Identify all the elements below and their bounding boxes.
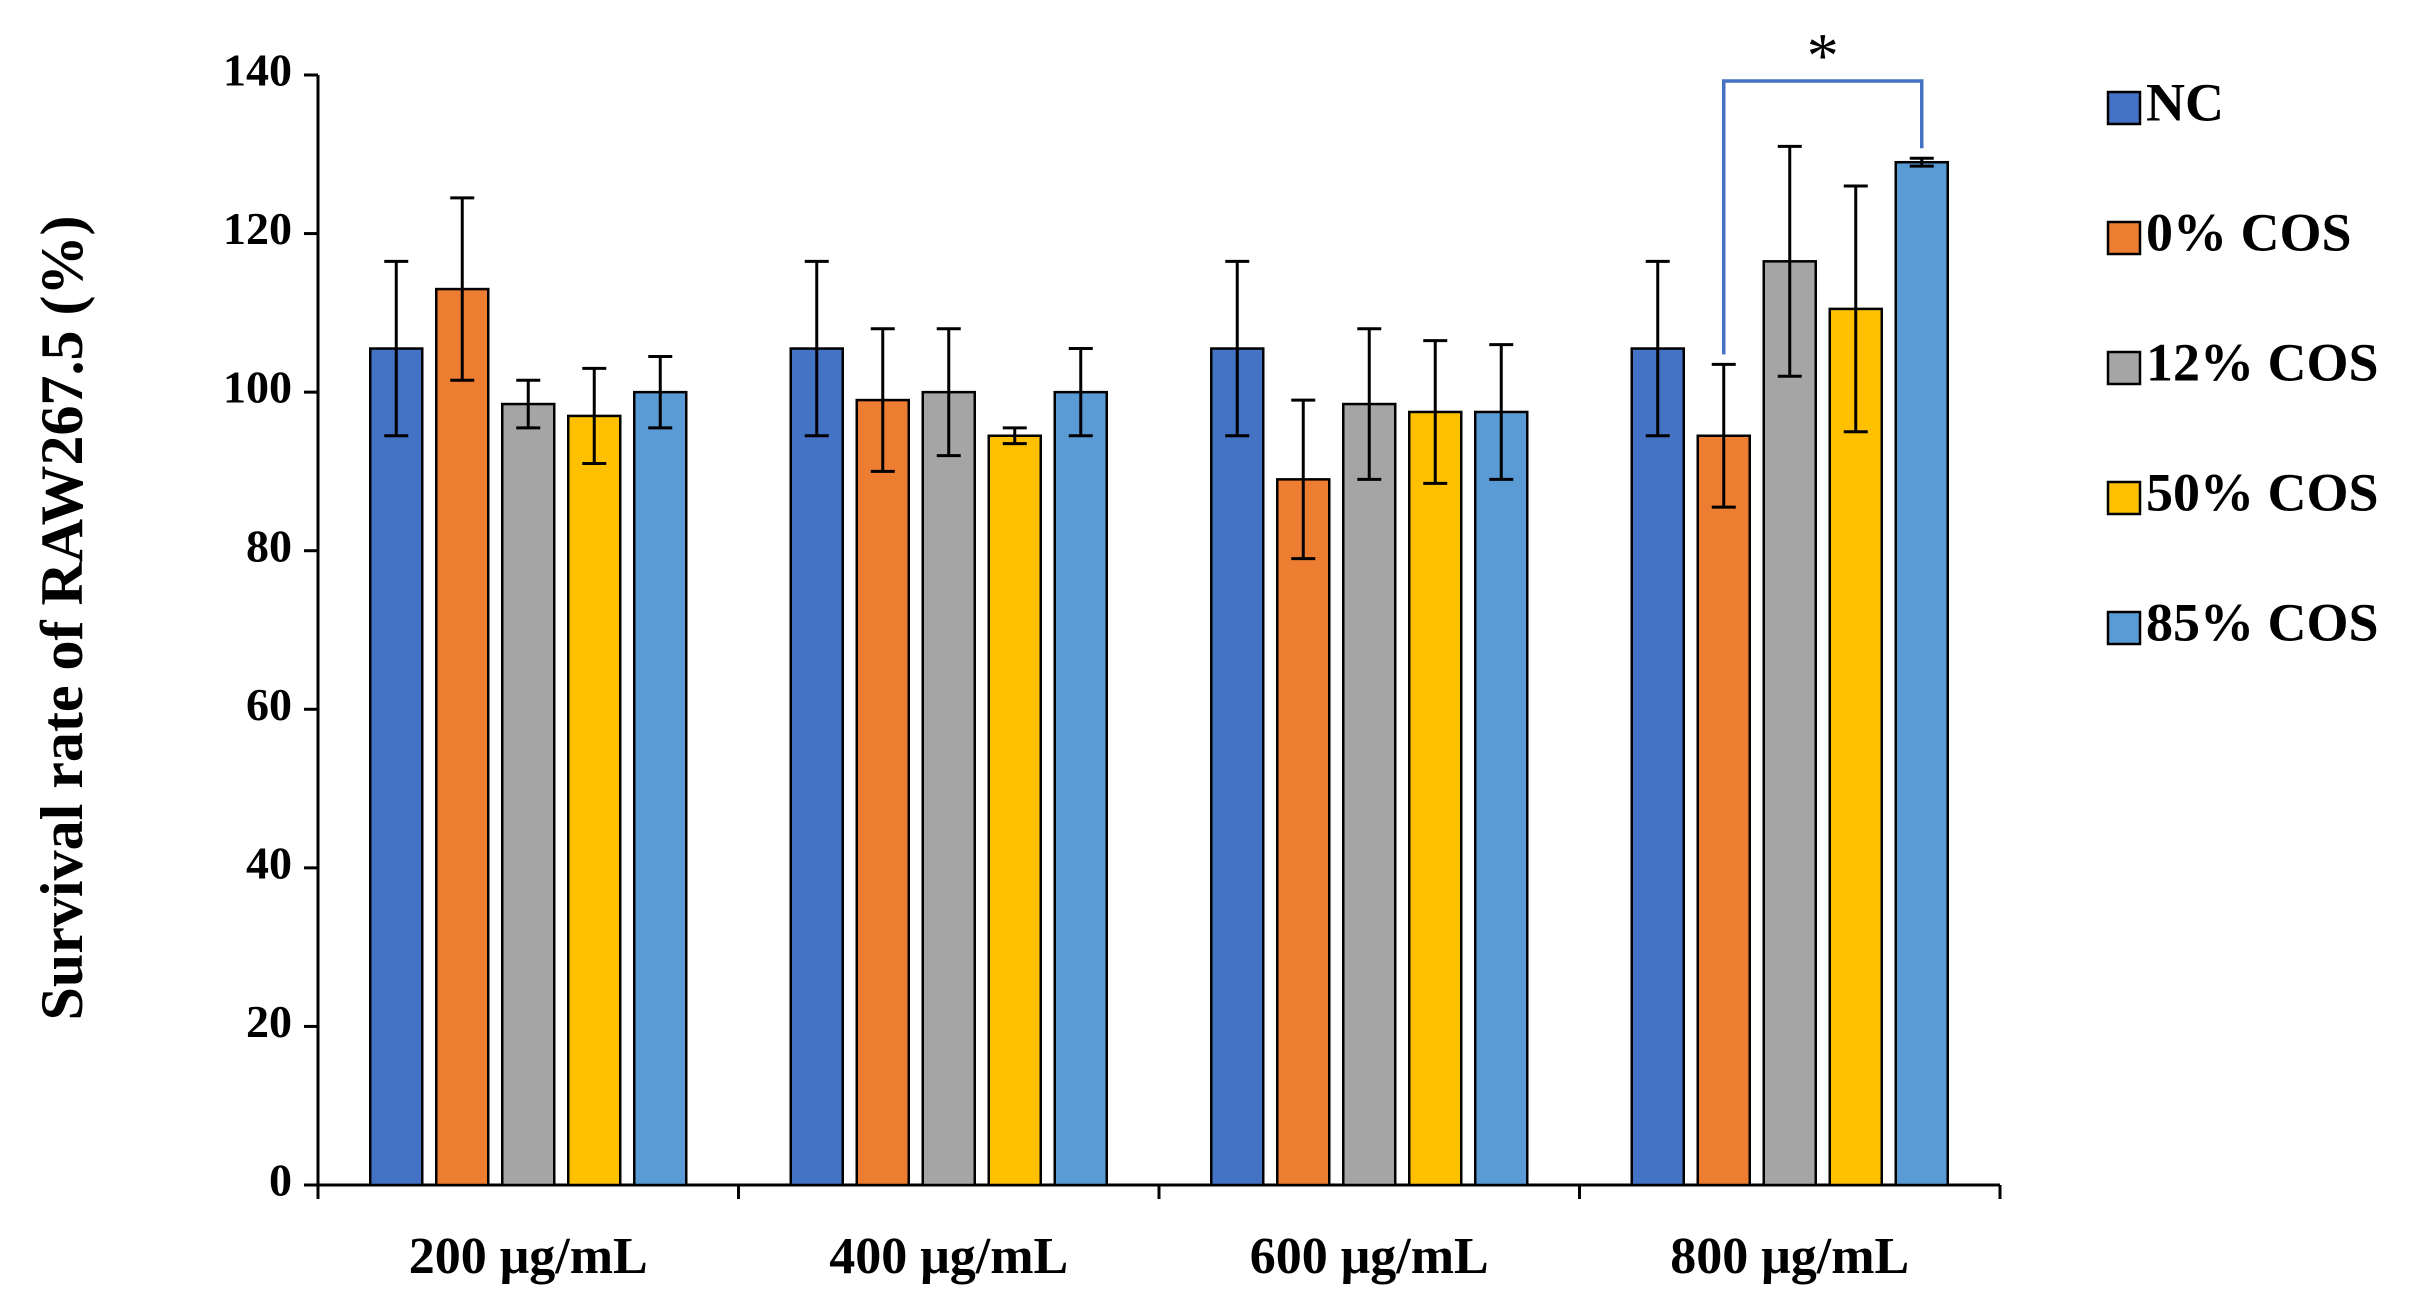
y-axis-title-group: Survival rate of RAW267.5 (%)	[29, 216, 95, 1021]
legend-label: NC	[2146, 72, 2224, 132]
annotations: *	[1722, 20, 1924, 355]
legend-label: 12% COS	[2146, 332, 2379, 392]
significance-bracket	[1722, 79, 1924, 355]
bar	[633, 390, 688, 1187]
y-tick-label: 140	[223, 45, 292, 96]
bar	[1053, 390, 1108, 1187]
y-axis-title: Survival rate of RAW267.5 (%)	[29, 216, 95, 1021]
bars	[369, 144, 1949, 1187]
x-category-label: 400 μg/mL	[829, 1228, 1068, 1285]
bar	[987, 434, 1042, 1187]
y-tick-label: 80	[246, 520, 292, 571]
legend-swatch	[2106, 350, 2142, 386]
bar	[921, 390, 976, 1187]
x-axis: 200 μg/mL 400 μg/mL 600 μg/mL 800 μg/mL	[316, 1183, 2002, 1285]
significance-marker: *	[1807, 20, 1839, 91]
y-tick-label: 20	[246, 996, 292, 1047]
bar	[1342, 402, 1397, 1187]
y-tick-label: 120	[223, 203, 292, 254]
legend-label: 85% COS	[2146, 592, 2379, 652]
legend-swatch	[2106, 480, 2142, 516]
legend-swatch	[2106, 610, 2142, 646]
y-tick-label: 40	[246, 837, 292, 888]
bar	[1276, 478, 1331, 1187]
y-tick-label: 100	[223, 362, 292, 413]
bar	[1474, 410, 1529, 1187]
legend-label: 50% COS	[2146, 462, 2379, 522]
bar	[501, 402, 556, 1187]
bar	[369, 347, 424, 1187]
bar	[1696, 434, 1751, 1187]
bar	[1828, 307, 1883, 1187]
y-tick-label: 0	[269, 1155, 292, 1206]
legend-swatch	[2106, 90, 2142, 126]
bar	[855, 398, 910, 1187]
y-tick-label: 60	[246, 679, 292, 730]
legend-label: 0% COS	[2146, 202, 2352, 262]
x-category-label: 800 μg/mL	[1670, 1228, 1909, 1285]
bar	[1630, 347, 1685, 1187]
legend: NC 0% COS 12% COS 50% COS 85% COS	[2106, 72, 2379, 652]
y-axis: 0 20 40 60 80 100 120 140	[223, 45, 320, 1206]
bar	[1408, 410, 1463, 1187]
bar	[435, 287, 490, 1187]
x-category-label: 600 μg/mL	[1250, 1228, 1489, 1285]
bar	[567, 414, 622, 1187]
x-category-label: 200 μg/mL	[409, 1228, 648, 1285]
bar	[1210, 347, 1265, 1187]
bar	[789, 347, 844, 1187]
bar	[1762, 260, 1817, 1187]
bar	[1894, 160, 1949, 1187]
legend-swatch	[2106, 220, 2142, 256]
